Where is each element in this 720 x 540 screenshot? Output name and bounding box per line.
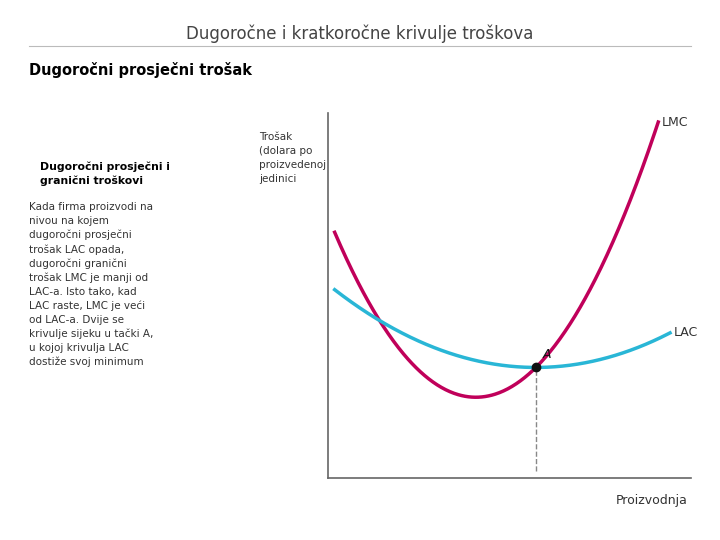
Text: Dugoročni prosječni i
granični troškovi: Dugoročni prosječni i granični troškovi	[40, 162, 170, 186]
Text: LAC: LAC	[673, 326, 698, 339]
Text: Trošak
(dolara po
proizvedenoj
jedinici: Trošak (dolara po proizvedenoj jedinici	[259, 132, 326, 184]
Text: LMC: LMC	[662, 116, 688, 129]
Text: A: A	[543, 348, 552, 361]
Text: Proizvodnja: Proizvodnja	[616, 494, 688, 507]
Text: Dugoročni prosječni trošak: Dugoročni prosječni trošak	[29, 62, 252, 78]
Text: Kada firma proizvodi na
nivou na kojem
dugoročni prosječni
trošak LAC opada,
dug: Kada firma proizvodi na nivou na kojem d…	[29, 202, 153, 367]
Text: Dugoročne i kratkoročne krivulje troškova: Dugoročne i kratkoročne krivulje troškov…	[186, 24, 534, 43]
